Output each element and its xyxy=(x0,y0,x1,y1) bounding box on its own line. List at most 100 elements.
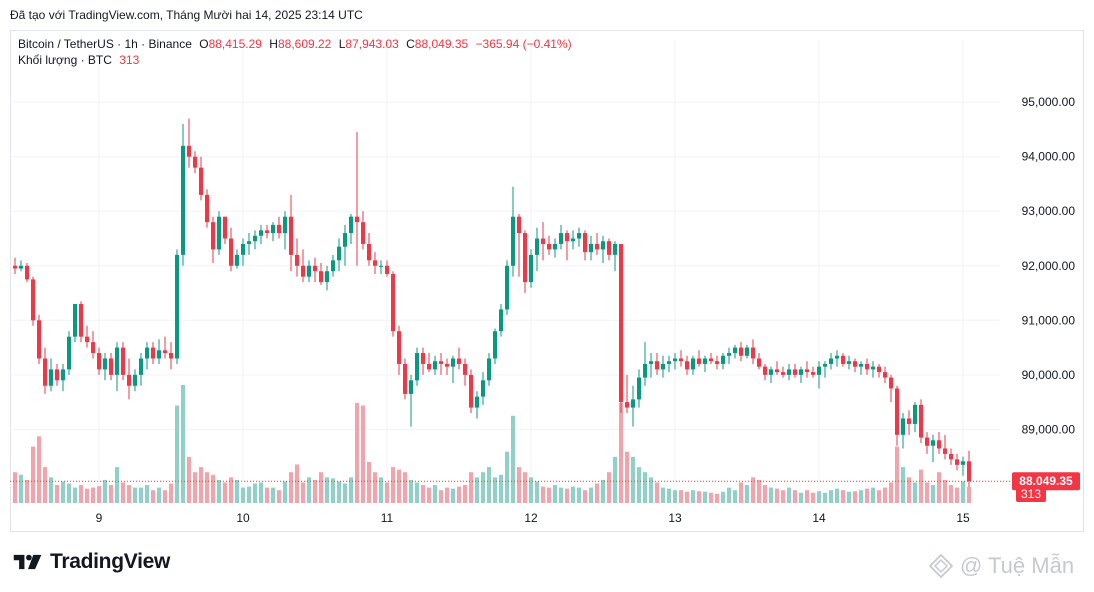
candle-body xyxy=(799,369,803,375)
volume-bar xyxy=(31,446,35,503)
candle-body xyxy=(385,265,389,274)
volume-bar xyxy=(913,482,917,503)
open-label: O xyxy=(199,37,209,51)
candle-body xyxy=(883,372,887,378)
candle-body xyxy=(535,238,539,255)
x-tick-label: 11 xyxy=(381,511,394,525)
tradingview-brand[interactable]: TradingView xyxy=(12,550,170,574)
chart-frame[interactable] xyxy=(10,30,1084,532)
candle-body xyxy=(433,361,437,370)
volume-bar xyxy=(73,487,77,503)
y-tick-label: 91,000.00 xyxy=(1022,313,1076,327)
candle-body xyxy=(655,361,659,370)
candle-body xyxy=(697,358,701,364)
volume-bar xyxy=(565,488,569,503)
candle-body xyxy=(511,216,515,266)
candle-body xyxy=(235,254,239,266)
volume-bar xyxy=(949,485,953,503)
volume-bar xyxy=(415,482,419,503)
volume-bar xyxy=(307,477,311,503)
volume-bar xyxy=(571,486,575,503)
volume-bar xyxy=(379,477,383,503)
volume-bar xyxy=(463,485,467,503)
candle-body xyxy=(775,369,779,373)
candle-body xyxy=(73,303,77,337)
candle-body xyxy=(397,331,401,364)
candle-body xyxy=(571,238,575,242)
volume-bar xyxy=(697,491,701,503)
volume-bar xyxy=(205,472,209,503)
candle-body xyxy=(583,233,587,253)
candle-body xyxy=(961,461,965,465)
change-value: −365.94 (−0.41%) xyxy=(475,37,572,51)
volume-bar xyxy=(787,487,791,503)
volume-bar xyxy=(739,482,743,503)
candle-body xyxy=(283,216,287,234)
close-value: 88,049.35 xyxy=(414,37,469,51)
volume-bar xyxy=(79,485,83,503)
volume-bar xyxy=(19,474,23,503)
volume-bar xyxy=(403,472,407,503)
volume-label[interactable]: Khối lượng · BTC xyxy=(18,53,112,67)
candle-body xyxy=(451,358,455,367)
volume-bar xyxy=(607,472,611,503)
volume-bar xyxy=(907,477,911,503)
low-value: 87,943.03 xyxy=(345,37,399,51)
volume-value-tag xyxy=(1016,485,1046,502)
candle-body xyxy=(307,265,311,277)
candle-body xyxy=(61,369,65,381)
candle-body xyxy=(925,437,929,446)
volume-bar xyxy=(223,482,227,503)
candle-body xyxy=(487,358,491,381)
volume-bar xyxy=(493,477,497,503)
candle-body xyxy=(763,366,767,375)
volume-bar xyxy=(499,474,503,503)
candle-body xyxy=(271,224,275,234)
volume-bar xyxy=(583,490,587,503)
volume-bar xyxy=(337,481,341,503)
candle-body xyxy=(541,238,545,244)
volume-bar xyxy=(889,482,893,503)
candle-body xyxy=(253,235,257,242)
candle-body xyxy=(295,254,299,266)
candle-body xyxy=(349,216,353,234)
symbol-info[interactable]: Bitcoin / TetherUS · 1h · Binance xyxy=(18,37,192,51)
candle-body xyxy=(193,156,197,168)
candle-body xyxy=(97,353,101,370)
x-tick-label: 15 xyxy=(956,511,970,525)
volume-bar xyxy=(793,490,797,503)
volume-bar xyxy=(43,467,47,503)
candle-body xyxy=(469,374,473,408)
volume-bar xyxy=(577,487,581,503)
candle-body xyxy=(607,241,611,255)
volume-bar xyxy=(547,487,551,503)
volume-bar xyxy=(145,485,149,503)
volume-bar xyxy=(637,467,641,503)
low-label: L xyxy=(338,37,346,51)
tradingview-logo-icon xyxy=(13,554,42,570)
candle-body xyxy=(547,243,551,250)
candle-body xyxy=(721,355,725,364)
candle-body xyxy=(943,448,947,454)
volume-bar xyxy=(97,486,101,503)
volume-bar xyxy=(643,472,647,503)
candle-body xyxy=(889,377,893,389)
volume-bar xyxy=(289,472,293,503)
volume-value: 313 xyxy=(119,53,140,67)
volume-bar xyxy=(229,477,233,503)
volume-bar xyxy=(535,481,539,503)
candle-body xyxy=(379,265,383,267)
candle-body xyxy=(493,331,497,359)
candle-body xyxy=(43,358,47,386)
candle-body xyxy=(751,347,755,359)
volume-bar xyxy=(331,478,335,503)
volume-bar xyxy=(727,487,731,503)
volume-bar xyxy=(181,385,185,503)
candle-body xyxy=(85,336,89,343)
x-tick-label: 12 xyxy=(524,511,538,525)
volume-value-label: 313 xyxy=(1021,487,1041,501)
volume-bar xyxy=(385,482,389,503)
chart-export-note: Đã tạo với TradingView.com, Tháng Mười h… xyxy=(10,8,363,22)
candle-body xyxy=(685,361,689,370)
